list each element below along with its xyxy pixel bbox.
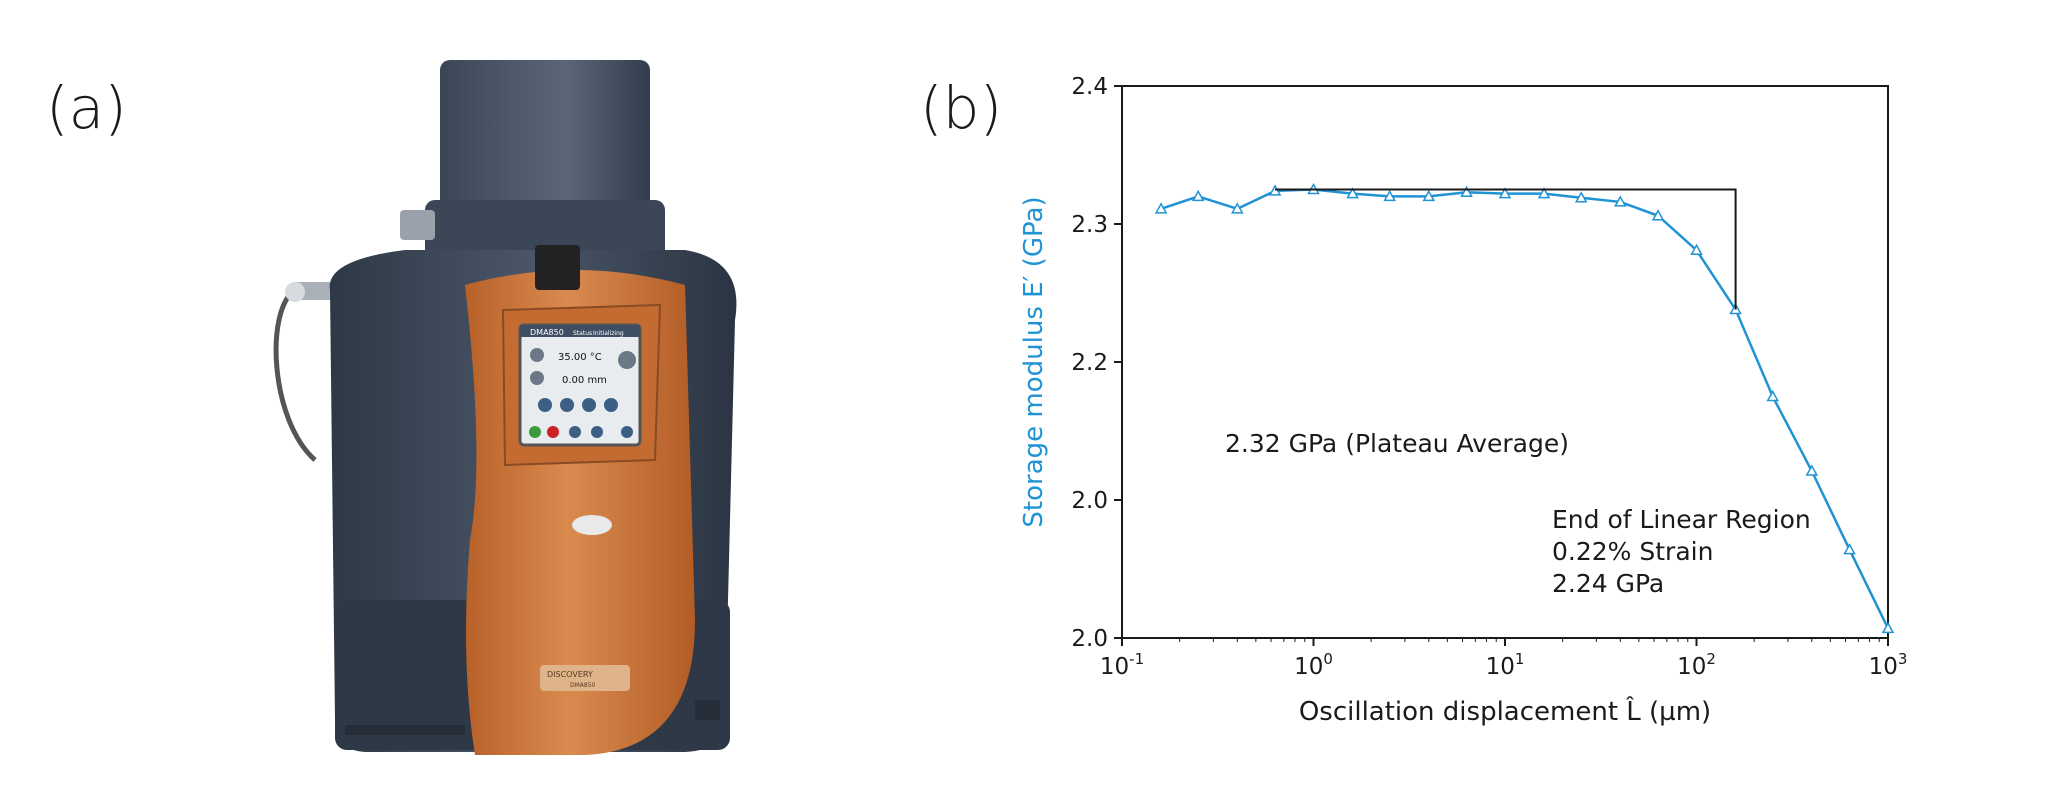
plateau-annotation: 2.32 GPa (Plateau Average) [1225, 429, 1569, 458]
x-tick-label: 100 [1294, 650, 1333, 680]
end-linear-value: 2.24 GPa [1552, 569, 1664, 598]
y-axis-label: Storage modulus E′ (GPa) [1019, 196, 1049, 527]
data-point [1805, 464, 1819, 476]
top-tower [440, 60, 650, 210]
data-point [1346, 187, 1359, 199]
data-point [1191, 189, 1205, 202]
panel-label-b: (b) [920, 74, 1003, 142]
y-tick-label: 2.0 [1071, 626, 1108, 652]
data-point [1154, 202, 1168, 214]
data-point [1498, 187, 1512, 199]
screen-disp: 0.00 mm [562, 375, 607, 386]
plateau-line [1275, 188, 1737, 310]
screen-status-label: Status [573, 330, 592, 337]
end-linear-strain: 0.22% Strain [1552, 537, 1713, 566]
screen-status-value: Initializing [593, 330, 624, 337]
x-tick-label: 101 [1486, 650, 1525, 680]
knob [400, 210, 435, 240]
data-point [1574, 191, 1588, 203]
data-point [1843, 543, 1856, 555]
data-point [1690, 243, 1703, 255]
y-tick-label: 2.2 [1071, 350, 1108, 376]
y-tick-label: 2.4 [1071, 74, 1108, 100]
x-tick-label: 10-1 [1100, 650, 1144, 680]
end-linear-title: End of Linear Region [1552, 505, 1811, 534]
x-tick-label: 102 [1677, 650, 1716, 680]
x-axis-label: Oscillation displacement L̂ (µm) [1299, 695, 1711, 727]
data-point [1460, 185, 1473, 198]
y-tick-label: 2.3 [1071, 212, 1108, 238]
data-point [1537, 187, 1551, 199]
badge-model: DMA850 [570, 682, 596, 689]
data-point [1383, 189, 1396, 202]
data-point [1766, 389, 1779, 402]
screen-brand: DMA850 [530, 328, 564, 337]
dma-instrument-image: DMA850 Status Initializing 35.00 °C 0.00… [273, 60, 737, 755]
data-point [1881, 621, 1895, 634]
data-point [1651, 209, 1665, 221]
panel-label-a: (a) [46, 74, 127, 142]
data-point [1422, 189, 1436, 202]
data-point [1231, 202, 1244, 214]
plot-frame [1121, 85, 1889, 639]
x-tick-label: 103 [1869, 650, 1908, 680]
y-tick-label: 2.0 [1071, 488, 1108, 514]
cable [273, 287, 317, 462]
front-button [572, 515, 612, 535]
badge-brand: DISCOVERY [547, 670, 593, 679]
sample-holder [535, 245, 580, 290]
screen-temp: 35.00 °C [558, 352, 602, 363]
series-line [1160, 188, 1890, 629]
data-point [1614, 195, 1627, 207]
